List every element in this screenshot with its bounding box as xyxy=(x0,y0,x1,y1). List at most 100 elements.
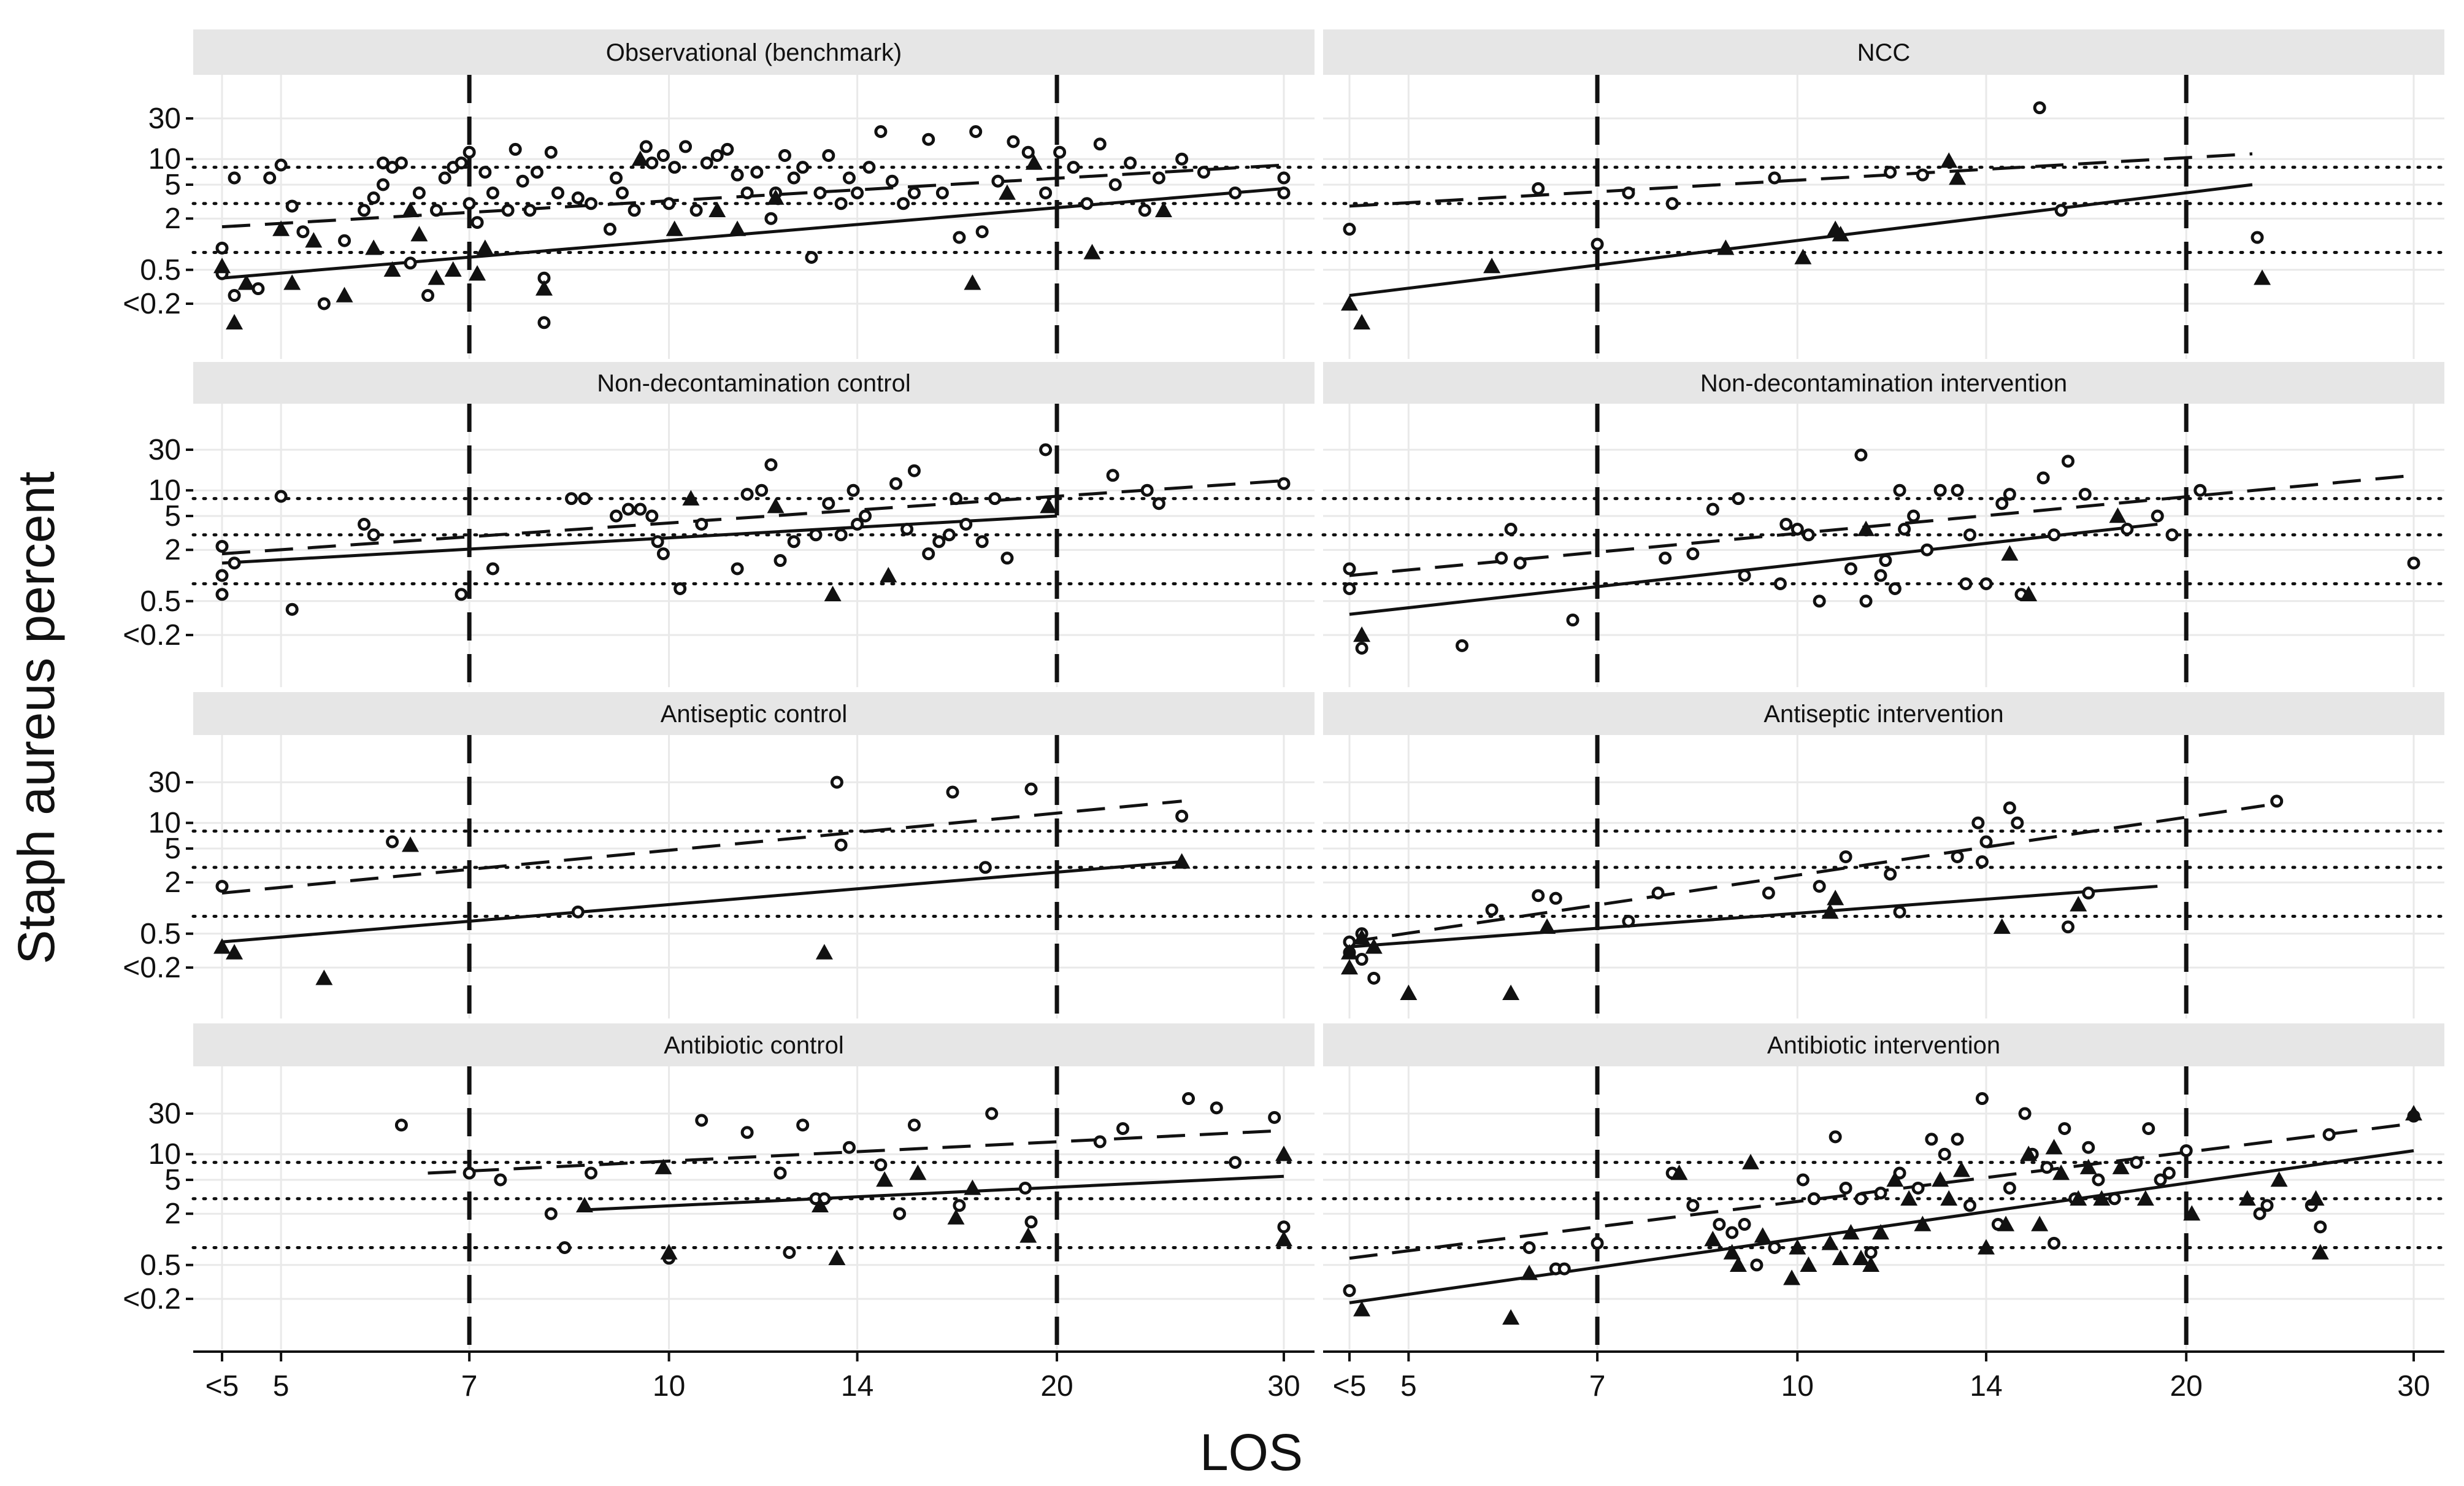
data-point-circle xyxy=(2260,1199,2274,1212)
data-point-triangle xyxy=(660,1244,678,1260)
data-point-circle xyxy=(1975,1092,1989,1106)
data-point-circle xyxy=(796,161,810,174)
data-point-circle xyxy=(1591,1236,1604,1250)
data-point-circle xyxy=(438,171,451,185)
data-point-triangle xyxy=(272,220,290,236)
data-point-triangle xyxy=(1670,1165,1688,1180)
data-point-triangle xyxy=(1862,1256,1880,1272)
data-point-circle xyxy=(859,509,872,523)
data-point-circle xyxy=(1210,1101,1223,1115)
data-point-circle xyxy=(922,547,935,561)
panel-5: Antiseptic control xyxy=(191,692,1316,1018)
data-point-circle xyxy=(394,156,408,170)
data-point-circle xyxy=(1813,880,1826,893)
data-point-circle xyxy=(2407,556,2420,570)
panel-title: Non-decontamination intervention xyxy=(1700,370,2067,397)
panel-strip xyxy=(1323,362,2444,404)
data-point-triangle xyxy=(1914,1215,1932,1231)
data-point-triangle xyxy=(1932,1171,1949,1187)
data-point-triangle xyxy=(880,566,897,583)
data-point-circle xyxy=(813,186,827,199)
data-point-circle xyxy=(1844,562,1857,576)
x-tick-label: 7 xyxy=(461,1370,478,1403)
data-point-circle xyxy=(486,186,499,199)
data-point-circle xyxy=(215,539,229,553)
data-point-triangle xyxy=(2093,1190,2111,1206)
panel-3: Non-decontamination control xyxy=(191,362,1316,687)
data-point-circle xyxy=(610,509,623,523)
data-point-circle xyxy=(975,225,989,239)
trend-line-circles xyxy=(428,1129,1284,1175)
y-tick-label: 30 xyxy=(148,102,181,135)
data-point-circle xyxy=(1343,582,1356,595)
data-point-circle xyxy=(523,204,537,217)
data-point-circle xyxy=(455,588,468,601)
data-point-circle xyxy=(874,1158,888,1172)
data-point-triangle xyxy=(2052,1165,2070,1180)
data-point-circle xyxy=(2270,795,2284,808)
data-point-circle xyxy=(1686,547,1700,561)
data-point-circle xyxy=(1925,1133,1938,1146)
data-point-circle xyxy=(2179,1144,2193,1157)
data-point-circle xyxy=(1738,569,1751,582)
data-point-circle xyxy=(412,186,426,199)
data-point-triangle xyxy=(1341,959,1358,975)
y-axis-title: Staph aureus percent xyxy=(7,471,65,964)
data-point-circle xyxy=(1651,887,1665,900)
data-point-circle xyxy=(2165,528,2179,542)
data-point-circle xyxy=(1175,152,1189,166)
data-point-circle xyxy=(1138,204,1151,217)
data-point-circle xyxy=(2003,488,2016,501)
data-point-circle xyxy=(603,223,616,236)
data-point-circle xyxy=(1874,569,1887,582)
y-tick-label: 30 xyxy=(148,434,181,466)
data-point-circle xyxy=(822,497,835,510)
x-tick-label: 10 xyxy=(653,1370,685,1403)
data-point-circle xyxy=(2130,1156,2143,1169)
data-point-triangle xyxy=(365,239,383,255)
data-point-circle xyxy=(338,234,351,247)
data-point-circle xyxy=(455,156,468,170)
y-tick-label: 10 xyxy=(148,1138,181,1171)
data-point-circle xyxy=(773,1166,787,1180)
data-point-circle xyxy=(376,178,390,191)
data-point-circle xyxy=(1106,469,1119,482)
panel-title: NCC xyxy=(1857,39,1911,66)
data-point-circle xyxy=(1522,1241,1536,1254)
data-point-circle xyxy=(1268,1111,1281,1124)
data-point-circle xyxy=(1039,443,1053,456)
data-point-circle xyxy=(1839,850,1852,863)
data-point-triangle xyxy=(2136,1190,2154,1206)
trend-line-triangles xyxy=(221,187,1284,280)
data-point-circle xyxy=(215,588,229,601)
data-point-triangle xyxy=(1717,239,1735,255)
data-point-triangle xyxy=(1742,1153,1760,1169)
data-point-triangle xyxy=(824,585,842,601)
y-tick-label: 10 xyxy=(148,474,181,507)
data-point-circle xyxy=(2061,920,2074,934)
data-point-triangle xyxy=(1341,944,1358,960)
data-point-circle xyxy=(2251,231,2264,244)
data-point-triangle xyxy=(1821,903,1839,919)
data-point-circle xyxy=(1864,1245,1878,1259)
data-point-circle xyxy=(1979,835,1993,849)
data-point-circle xyxy=(1762,887,1775,900)
data-point-triangle xyxy=(1353,1301,1371,1317)
data-point-circle xyxy=(1893,483,1906,497)
data-point-circle xyxy=(1768,1241,1781,1254)
y-tick-label: 2 xyxy=(164,1198,181,1230)
data-point-circle xyxy=(1024,782,1038,796)
data-point-triangle xyxy=(2070,1190,2087,1206)
data-point-triangle xyxy=(383,261,401,277)
data-point-triangle xyxy=(2238,1190,2256,1206)
data-point-circle xyxy=(1933,483,1947,497)
data-point-circle xyxy=(1039,186,1053,199)
data-point-circle xyxy=(1879,554,1892,568)
data-point-triangle xyxy=(469,265,486,281)
data-point-circle xyxy=(1504,522,1518,536)
data-point-circle xyxy=(2322,1128,2336,1141)
panel-strip xyxy=(1323,29,2444,75)
y-tick-label: 5 xyxy=(164,500,181,533)
data-point-circle xyxy=(386,835,399,849)
